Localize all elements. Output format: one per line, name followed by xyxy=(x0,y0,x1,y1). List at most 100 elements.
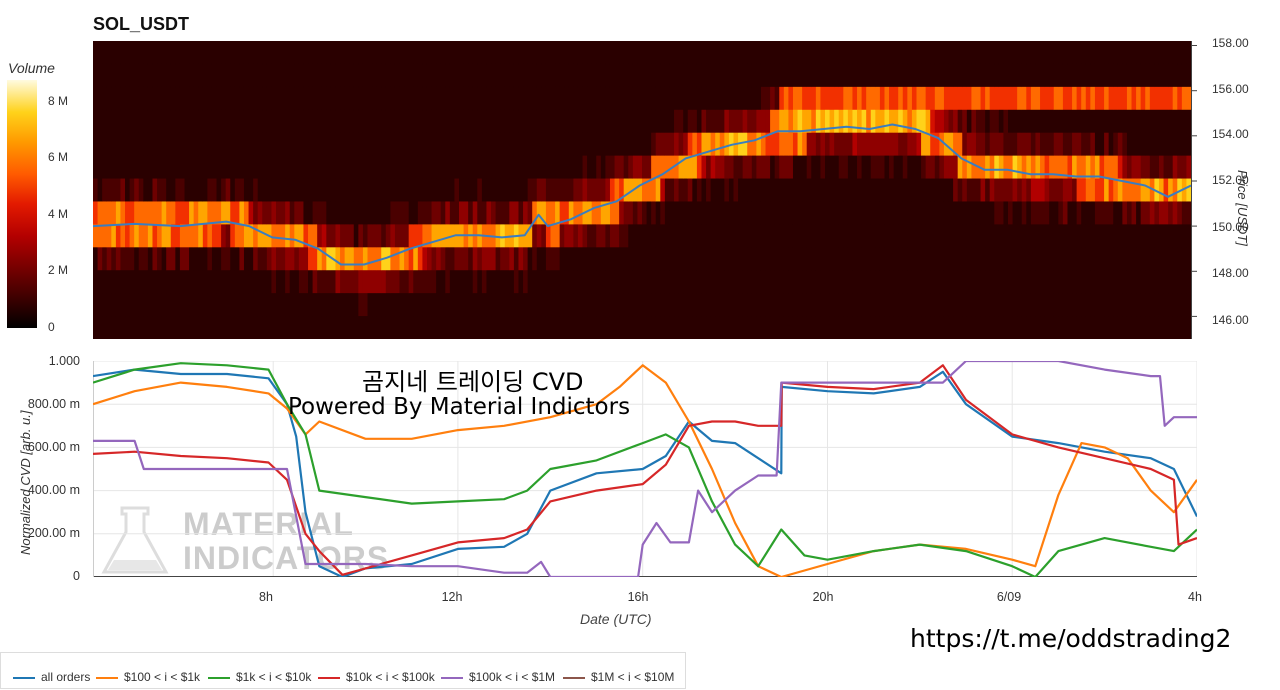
heatmap-cell xyxy=(605,293,611,317)
heatmap-cell xyxy=(509,63,515,88)
heatmap-cell xyxy=(724,41,730,65)
colorbar-tick: 4 M xyxy=(48,207,69,221)
heatmap-cell xyxy=(1108,109,1114,133)
heatmap-cell xyxy=(1131,86,1137,111)
heatmap-cell xyxy=(1172,316,1178,339)
heatmap-cell xyxy=(230,247,236,271)
legend-item-10k-100k[interactable]: $10k < i < $100k xyxy=(318,670,435,684)
heatmap-cell xyxy=(321,132,327,156)
heatmap-cell xyxy=(1026,316,1032,339)
heatmap-cell xyxy=(276,247,282,271)
heatmap-cell xyxy=(980,293,986,317)
heatmap-cell xyxy=(893,132,899,156)
heatmap-cell xyxy=(308,63,314,88)
heatmap-cell xyxy=(760,224,767,248)
heatmap-cell xyxy=(198,155,204,179)
heatmap-cell xyxy=(591,247,597,271)
heatmap-cell xyxy=(934,63,940,88)
heatmap-cell xyxy=(765,201,771,225)
heatmap-cell xyxy=(276,316,282,339)
heatmap-cell xyxy=(751,224,757,248)
heatmap-cell xyxy=(614,63,620,88)
heatmap-cell xyxy=(1117,132,1123,156)
heatmap-cell xyxy=(390,178,396,202)
heatmap-cell xyxy=(774,224,780,248)
heatmap-cell xyxy=(477,155,483,179)
heatmap-cell xyxy=(513,293,520,317)
heatmap-cell xyxy=(1113,178,1119,202)
heatmap-cell xyxy=(248,178,254,202)
heatmap-cell xyxy=(829,270,835,294)
heatmap-cell xyxy=(943,109,950,133)
heatmap-cell xyxy=(340,132,346,156)
heatmap-cell xyxy=(879,178,886,202)
legend-item-100k-1m[interactable]: $100k < i < $1M xyxy=(441,670,555,684)
heatmap-cell xyxy=(536,109,542,133)
heatmap-cell xyxy=(1099,41,1105,65)
legend-item-1k-10k[interactable]: $1k < i < $10k xyxy=(208,670,311,684)
heatmap-cell xyxy=(1062,293,1069,317)
heatmap-cell xyxy=(472,132,478,156)
heatmap-cell xyxy=(1021,86,1027,111)
telegram-link[interactable]: https://t.me/oddstrading2 xyxy=(910,624,1232,653)
heatmap-cell xyxy=(1072,293,1078,317)
heatmap-cell xyxy=(568,270,574,294)
heatmap-cell xyxy=(715,270,721,294)
heatmap-cell xyxy=(280,224,286,248)
heatmap-cell xyxy=(1099,178,1105,202)
heatmap-cell xyxy=(115,41,122,65)
heatmap-cell xyxy=(747,293,753,317)
heatmap-cell xyxy=(335,224,341,248)
heatmap-cell xyxy=(1168,155,1174,179)
heatmap-cell xyxy=(362,41,369,65)
heatmap-cell xyxy=(674,270,680,294)
heatmap-cell xyxy=(564,109,570,133)
heatmap-cell xyxy=(966,316,972,339)
heatmap-cell xyxy=(138,293,144,317)
legend-swatch xyxy=(318,676,340,679)
legend-item-all-orders[interactable]: all orders xyxy=(13,670,90,684)
heatmap-cell xyxy=(298,109,305,133)
heatmap-cell xyxy=(266,109,273,133)
heatmap-cell xyxy=(504,155,510,179)
heatmap-cell xyxy=(93,224,99,248)
heatmap-cell xyxy=(728,247,735,271)
heatmap-cell xyxy=(861,201,867,225)
heatmap-cell xyxy=(962,86,968,111)
heatmap-cell xyxy=(660,155,666,179)
heatmap-cell xyxy=(1030,178,1037,202)
heatmap-cell xyxy=(1017,109,1023,133)
heatmap-cell xyxy=(271,132,277,156)
heatmap-cell xyxy=(948,247,954,271)
heatmap-cell xyxy=(262,201,268,225)
heatmap-cell xyxy=(1030,293,1037,317)
heatmap-cell xyxy=(321,201,327,225)
heatmap-cell xyxy=(147,155,154,179)
heatmap-cell xyxy=(1117,293,1123,317)
heatmap-cell xyxy=(417,109,423,133)
heatmap-cell xyxy=(783,270,789,294)
heatmap-cell xyxy=(1008,178,1014,202)
heatmap-cell xyxy=(573,132,579,156)
heatmap-cell xyxy=(930,63,936,88)
heatmap-cell xyxy=(669,247,675,271)
heatmap-cell xyxy=(175,270,181,294)
heatmap-cell xyxy=(211,86,218,111)
heatmap-cell xyxy=(1040,316,1046,339)
heatmap-cell xyxy=(102,155,108,179)
heatmap-cell xyxy=(825,178,831,202)
heatmap-cell xyxy=(1117,41,1123,65)
heatmap-cell xyxy=(399,293,405,317)
heatmap-cell xyxy=(907,155,913,179)
heatmap-cell xyxy=(326,109,332,133)
legend-item-100-1k[interactable]: $100 < i < $1k xyxy=(96,670,200,684)
heatmap-cell xyxy=(696,178,703,202)
heatmap-cell xyxy=(1049,293,1055,317)
heatmap-cell xyxy=(1085,155,1091,179)
heatmap-cell xyxy=(783,316,789,339)
legend-item-1m-10m[interactable]: $1M < i < $10M xyxy=(563,670,674,684)
heatmap-cell xyxy=(518,293,524,317)
volume-colorbar xyxy=(7,80,37,328)
heatmap-cell xyxy=(225,247,231,271)
heatmap-cell xyxy=(898,201,904,225)
